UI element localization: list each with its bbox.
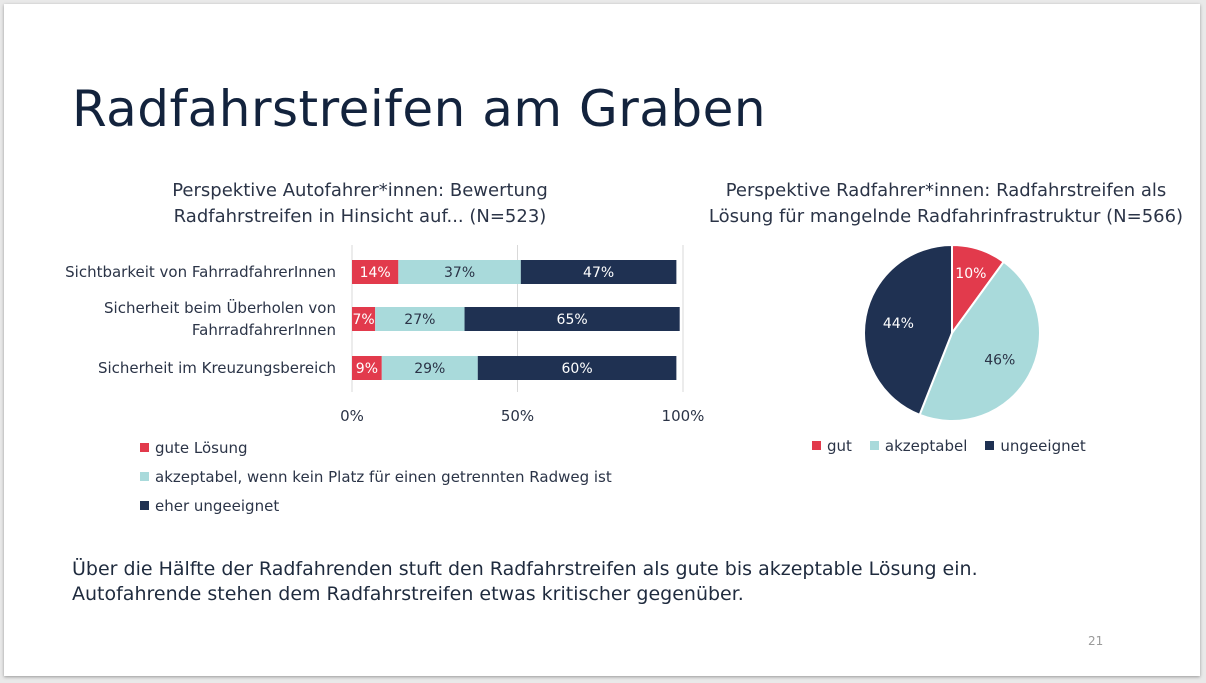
- slide-title: Radfahrstreifen am Graben: [72, 80, 767, 138]
- bar-data-label: 9%: [356, 361, 378, 377]
- legend-swatch: [140, 443, 149, 452]
- page-number: 21: [1088, 634, 1104, 648]
- pie-legend-entry: ungeeignet: [985, 437, 1086, 455]
- pie-data-label: 44%: [883, 316, 914, 332]
- legend-swatch: [985, 441, 995, 450]
- bar-segment: [352, 356, 382, 380]
- bar-segment: [375, 307, 465, 331]
- pie-legend-entry: akzeptabel: [869, 437, 968, 455]
- bar-segment: [477, 356, 677, 380]
- bar-data-label: 14%: [360, 265, 391, 281]
- bar-category-label: Sicherheit im Kreuzungsbereich: [97, 359, 336, 377]
- pie-slice-akzeptabel: [918, 260, 1041, 422]
- bar-legend-entry: akzeptabel, wenn kein Platz für einen ge…: [140, 468, 612, 486]
- pie-chart-legend: gut akzeptabel ungeeignet: [812, 437, 1104, 455]
- bar-data-label: 60%: [562, 361, 593, 377]
- summary-text: Über die Hälfte der Radfahrenden stuft d…: [72, 557, 1132, 607]
- legend-label: akzeptabel, wenn kein Platz für einen ge…: [155, 468, 612, 486]
- legend-label: akzeptabel: [884, 437, 968, 455]
- bar-data-label: 29%: [414, 361, 445, 377]
- bar-segment: [381, 356, 478, 380]
- summary-line-2: Autofahrende stehen dem Radfahrstreifen …: [72, 583, 744, 605]
- bar-data-label: 37%: [444, 265, 475, 281]
- pie-legend-entry: gut: [812, 437, 852, 455]
- bar-segment: [464, 307, 680, 331]
- bar-data-label: 7%: [352, 312, 374, 328]
- pie-chart-title: Perspektive Radfahrer*innen: Radfahrstre…: [708, 180, 1184, 227]
- bar-data-label: 47%: [583, 265, 614, 281]
- bar-x-tick-label: 100%: [662, 407, 705, 425]
- bar-data-label: 65%: [557, 312, 588, 328]
- legend-swatch: [812, 441, 821, 450]
- bar-segment: [520, 260, 677, 284]
- pie-data-label: 10%: [955, 266, 986, 282]
- legend-swatch: [140, 501, 149, 510]
- pie-slice-ungeeignet: [863, 243, 953, 417]
- bar-data-label: 27%: [404, 312, 435, 328]
- bar-chart-title: Perspektive Autofahrer*innen: Bewertung …: [172, 180, 548, 227]
- legend-label: gute Lösung: [155, 439, 248, 457]
- bar-segment: [352, 260, 399, 284]
- legend-label: ungeeignet: [1000, 437, 1086, 455]
- legend-swatch: [140, 472, 149, 481]
- bar-legend-entry: gute Lösung: [140, 439, 248, 457]
- bar-segment: [398, 260, 521, 284]
- bar-category-label: Sichtbarkeit von FahrradfahrerInnen: [65, 263, 336, 281]
- bar-segment: [352, 307, 376, 331]
- bar-x-tick-label: 50%: [501, 407, 534, 425]
- legend-label: gut: [827, 437, 852, 455]
- bar-legend-entry: eher ungeeignet: [140, 497, 279, 515]
- legend-label: eher ungeeignet: [155, 497, 280, 515]
- bar-x-tick-label: 0%: [340, 407, 364, 425]
- legend-swatch: [869, 441, 879, 450]
- pie-data-label: 46%: [984, 352, 1015, 368]
- bar-category-label: Sicherheit beim Überholen von Fahrradfahr…: [104, 299, 336, 339]
- summary-line-1: Über die Hälfte der Radfahrenden stuft d…: [72, 558, 978, 580]
